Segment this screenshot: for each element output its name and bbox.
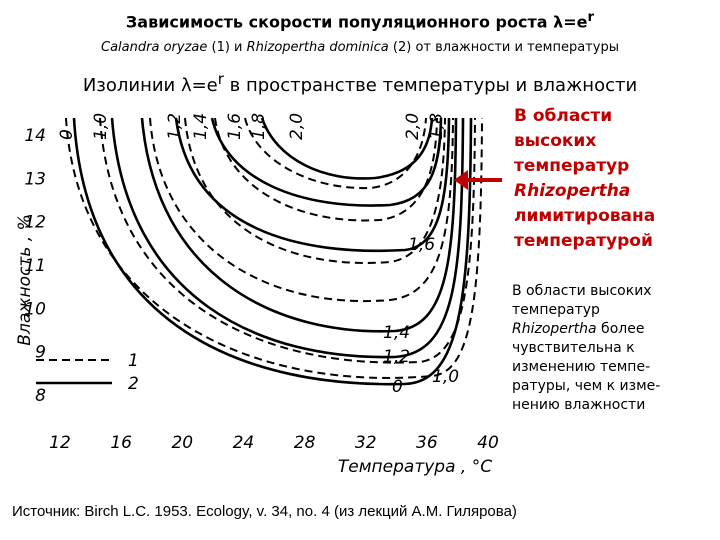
y-axis-label: Влажность , % <box>15 214 35 345</box>
isoline-label: 2,0 <box>287 113 307 140</box>
x-tick-label: 32 <box>355 433 377 453</box>
y-tick-label: 9 <box>35 343 46 363</box>
text: чувствительна к <box>512 340 635 356</box>
legend-label: 1 <box>128 351 139 371</box>
isoline-label: 1,6 <box>225 113 245 140</box>
x-tick-label: 28 <box>294 433 316 453</box>
note: В области высоких температур Rhizopertha б… <box>512 282 660 415</box>
x-tick-label: 12 <box>49 433 71 453</box>
text: лимитирована <box>514 206 656 226</box>
text: температур <box>512 302 600 318</box>
x-tick-label: 20 <box>171 433 193 453</box>
species: Rhizopertha <box>514 181 631 201</box>
text: Изолинии λ=e <box>82 75 218 96</box>
text: нению влажности <box>512 397 646 413</box>
text: более <box>596 321 645 337</box>
text: температурой <box>514 231 653 251</box>
title-sup: r <box>587 10 595 25</box>
text: высоких <box>514 131 597 151</box>
isoline <box>244 117 427 190</box>
title: Зависимость скорости популяционного рост… <box>0 10 720 31</box>
isoline-label: 1,0 <box>91 113 111 140</box>
isoline-label: 1,0 <box>432 367 459 387</box>
legend-label: 2 <box>128 374 139 394</box>
isoline <box>140 117 458 333</box>
text: изменению темпе- <box>512 359 651 375</box>
species: Rhizopertha <box>512 321 597 337</box>
isoline <box>72 117 473 386</box>
y-tick-label: 8 <box>35 386 46 406</box>
x-tick-label: 16 <box>110 433 132 453</box>
isoline <box>214 117 438 222</box>
y-tick-label: 11 <box>24 256 46 276</box>
isoline-label: 1,6 <box>408 235 435 255</box>
isoline-label: 0 <box>57 129 77 140</box>
isoline-label: 0 <box>392 377 403 397</box>
isoline-label: 2,0 <box>403 113 423 140</box>
isoline <box>110 117 465 359</box>
subtitle: Calandra oryzae (1) и Rhizopertha domini… <box>0 40 720 55</box>
isolines <box>65 117 483 386</box>
text: в пространстве температуры и влажности <box>223 75 638 96</box>
text: В области <box>514 106 613 126</box>
isoline-label: 1,8 <box>427 113 447 140</box>
arrow-head <box>454 170 468 190</box>
isoline-label: 1,4 <box>191 113 211 140</box>
isoline <box>210 117 443 207</box>
isoline <box>99 117 476 364</box>
species: Rhizopertha dominica <box>246 40 389 55</box>
text: (2) от влажности и температуры <box>388 40 619 55</box>
text: В области высоких <box>512 283 652 299</box>
callout: В области высоких температур Rhizopertha лим… <box>514 104 655 254</box>
title-text: Зависимость скорости популяционного рост… <box>125 12 588 32</box>
heading: Изолинии λ=er в пространстве температуры… <box>0 70 720 96</box>
isoline-label: 1,4 <box>383 323 410 343</box>
isoline-label: 1,2 <box>383 347 410 367</box>
text: температур <box>514 156 630 176</box>
source: Источник: Birch L.C. 1953. Ecology, v. 3… <box>12 503 517 520</box>
y-tick-label: 13 <box>24 169 46 189</box>
isoline <box>174 117 451 253</box>
isoline <box>149 117 454 302</box>
y-tick-label: 12 <box>24 213 46 233</box>
x-tick-label: 40 <box>477 433 499 453</box>
isoline-label: 1,2 <box>165 113 185 140</box>
x-tick-label: 36 <box>416 433 438 453</box>
isoline <box>260 117 434 180</box>
text: ратуры, чем к изме- <box>512 378 661 394</box>
species: Calandra oryzae <box>101 40 208 55</box>
y-tick-label: 10 <box>24 299 46 319</box>
isoline-label: 1,8 <box>249 113 269 140</box>
text: (1) и <box>207 40 247 55</box>
x-tick-label: 24 <box>233 433 255 453</box>
y-tick-label: 14 <box>24 126 46 146</box>
figure: 1 2 Влажность , % Температура , °С 12 16 2… <box>15 113 502 477</box>
sup: r <box>217 70 224 88</box>
x-axis-label: Температура , °С <box>338 457 492 477</box>
